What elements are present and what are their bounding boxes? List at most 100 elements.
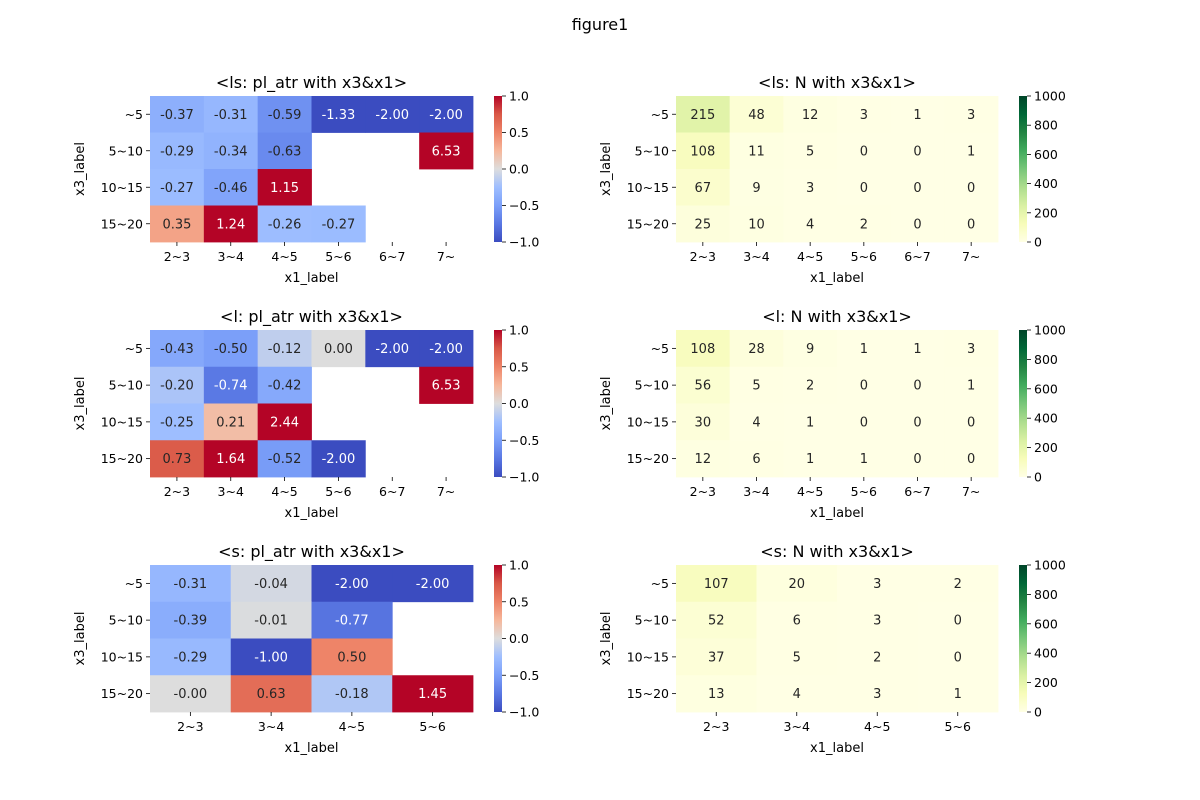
cell-label: 0: [954, 650, 962, 665]
cell-label: 10: [748, 217, 765, 232]
heatmap-cell: [837, 96, 892, 133]
heatmap-cell: [230, 675, 312, 713]
x-axis-label: x1_label: [810, 271, 864, 286]
cell-label: -0.74: [214, 379, 248, 394]
heatmap-cell: [676, 169, 731, 206]
heatmap-cell: [257, 169, 312, 206]
cell-label: 0: [913, 452, 921, 467]
heatmap-panel-3: <l: pl_atr with x3&x1> -0.43 -0.50 -0.12 0.0…: [73, 307, 539, 521]
colorbar-diverging-tick-label: −1.0: [509, 235, 539, 250]
y-tick-label: ~5: [125, 107, 143, 122]
cell-label: 1: [806, 452, 814, 467]
x-tick-label: 2~3: [164, 484, 190, 499]
panel-title: <ls: pl_atr with x3&x1>: [216, 73, 407, 93]
colorbar-sequential-tick-label: 400: [1034, 646, 1058, 661]
colorbar-diverging-tick-label: 1.0: [509, 323, 529, 338]
cell-label: 0: [913, 181, 921, 196]
y-tick-label: 10~15: [101, 180, 143, 195]
colorbar-diverging-tick-label: 1.0: [509, 89, 529, 104]
colorbar-sequential-bar: [1019, 330, 1027, 477]
heatmap-panel-5: <s: pl_atr with x3&x1> -0.31 -0.04 -2.00 -2.…: [73, 542, 539, 756]
heatmap-cell: [837, 205, 892, 243]
x-tick-label: 2~3: [690, 484, 716, 499]
heatmap-cell: [676, 403, 731, 441]
cell-label: 3: [873, 614, 881, 629]
x-tick-label: 3~4: [784, 719, 810, 734]
heatmap-cell: [890, 440, 945, 478]
heatmap-cell: [676, 601, 757, 639]
y-tick-label: 5~10: [109, 378, 143, 393]
heatmap-cell: [419, 96, 474, 133]
x-tick-label: 4~5: [271, 484, 297, 499]
colorbar-sequential-tick-label: 200: [1034, 440, 1058, 455]
colorbar-sequential-tick-label: 600: [1034, 616, 1058, 631]
colorbar-sequential-tick-label: 200: [1034, 205, 1058, 220]
x-axis-label: x1_label: [810, 506, 864, 521]
heatmap-cell: [756, 601, 838, 639]
cell-label: -2.00: [429, 342, 463, 357]
cell-label: -0.59: [268, 108, 302, 123]
heatmap-cell: [756, 675, 838, 713]
cell-label: 0: [967, 181, 975, 196]
cell-label: -0.20: [160, 379, 194, 394]
heatmap-cell: [944, 132, 999, 170]
y-axis-label: x3_label: [599, 142, 614, 196]
colorbar-diverging-tick-label: −0.5: [509, 198, 539, 213]
cell-label: 3: [967, 342, 975, 357]
cell-label: 1.45: [418, 687, 447, 702]
x-axis-label: x1_label: [285, 741, 339, 756]
cell-label: 2: [954, 577, 962, 592]
colorbar-sequential-tick-label: 0: [1034, 705, 1042, 720]
y-tick-label: 15~20: [627, 686, 669, 701]
heatmap-cell: [150, 675, 232, 713]
y-tick-label: ~5: [125, 341, 143, 356]
heatmap-cell: [944, 440, 999, 478]
colorbar-sequential-tick-label: 200: [1034, 675, 1058, 690]
colorbar-sequential-tick-label: 400: [1034, 176, 1058, 191]
x-tick-label: 7~: [962, 249, 980, 264]
x-tick-label: 5~6: [851, 249, 877, 264]
x-axis-label: x1_label: [810, 741, 864, 756]
cell-label: 20: [788, 577, 805, 592]
colorbar-diverging-tick-label: −1.0: [509, 470, 539, 485]
heatmap-cell: [203, 440, 259, 478]
heatmap-cell: [944, 96, 999, 133]
panel-title: <s: pl_atr with x3&x1>: [218, 542, 405, 562]
y-tick-label: ~5: [651, 341, 669, 356]
colorbar-diverging-tick-label: 0.0: [509, 631, 529, 646]
heatmap-cell: [203, 403, 259, 441]
cell-label: 0: [967, 217, 975, 232]
cell-label: 0: [860, 181, 868, 196]
heatmap-cell: [783, 132, 838, 170]
heatmap-panel-2: <ls: N with x3&x1> 215 48 12 3 1 3 108 11 5 0 0 1 67 9…: [599, 73, 1066, 286]
heatmap-cell: [230, 638, 312, 676]
x-tick-label: 5~6: [945, 719, 971, 734]
heatmap-cell: [890, 205, 945, 243]
cell-label: 0.50: [337, 650, 366, 665]
cell-label: 6: [752, 452, 760, 467]
colorbar-sequential-tick-label: 600: [1034, 381, 1058, 396]
cell-label: 4: [752, 415, 760, 430]
heatmap-cell: [365, 330, 420, 368]
heatmap-cell: [729, 330, 784, 368]
colorbar-sequential-tick-label: 0: [1034, 235, 1042, 250]
cell-label: -0.50: [214, 342, 248, 357]
cell-label: 0: [860, 415, 868, 430]
heatmap-cell: [890, 403, 945, 441]
heatmap-cell: [837, 169, 892, 206]
cell-label: 1: [860, 452, 868, 467]
heatmap-cell: [311, 675, 393, 713]
panel-title: <l: N with x3&x1>: [762, 307, 912, 326]
colorbar-sequential-tick-label: 0: [1034, 470, 1042, 485]
heatmap-cell: [203, 169, 259, 206]
figure-title: figure1: [572, 15, 629, 34]
y-tick-label: 5~10: [635, 378, 669, 393]
x-tick-label: 6~7: [379, 249, 405, 264]
y-axis-label: x3_label: [599, 377, 614, 431]
heatmap-cell: [944, 330, 999, 368]
colorbar-diverging-tick-label: 0.0: [509, 162, 529, 177]
colorbar-sequential-tick-label: 800: [1034, 587, 1058, 602]
heatmap-cell: [150, 403, 205, 441]
cell-label: -0.29: [174, 650, 208, 665]
y-tick-label: 10~15: [627, 180, 669, 195]
